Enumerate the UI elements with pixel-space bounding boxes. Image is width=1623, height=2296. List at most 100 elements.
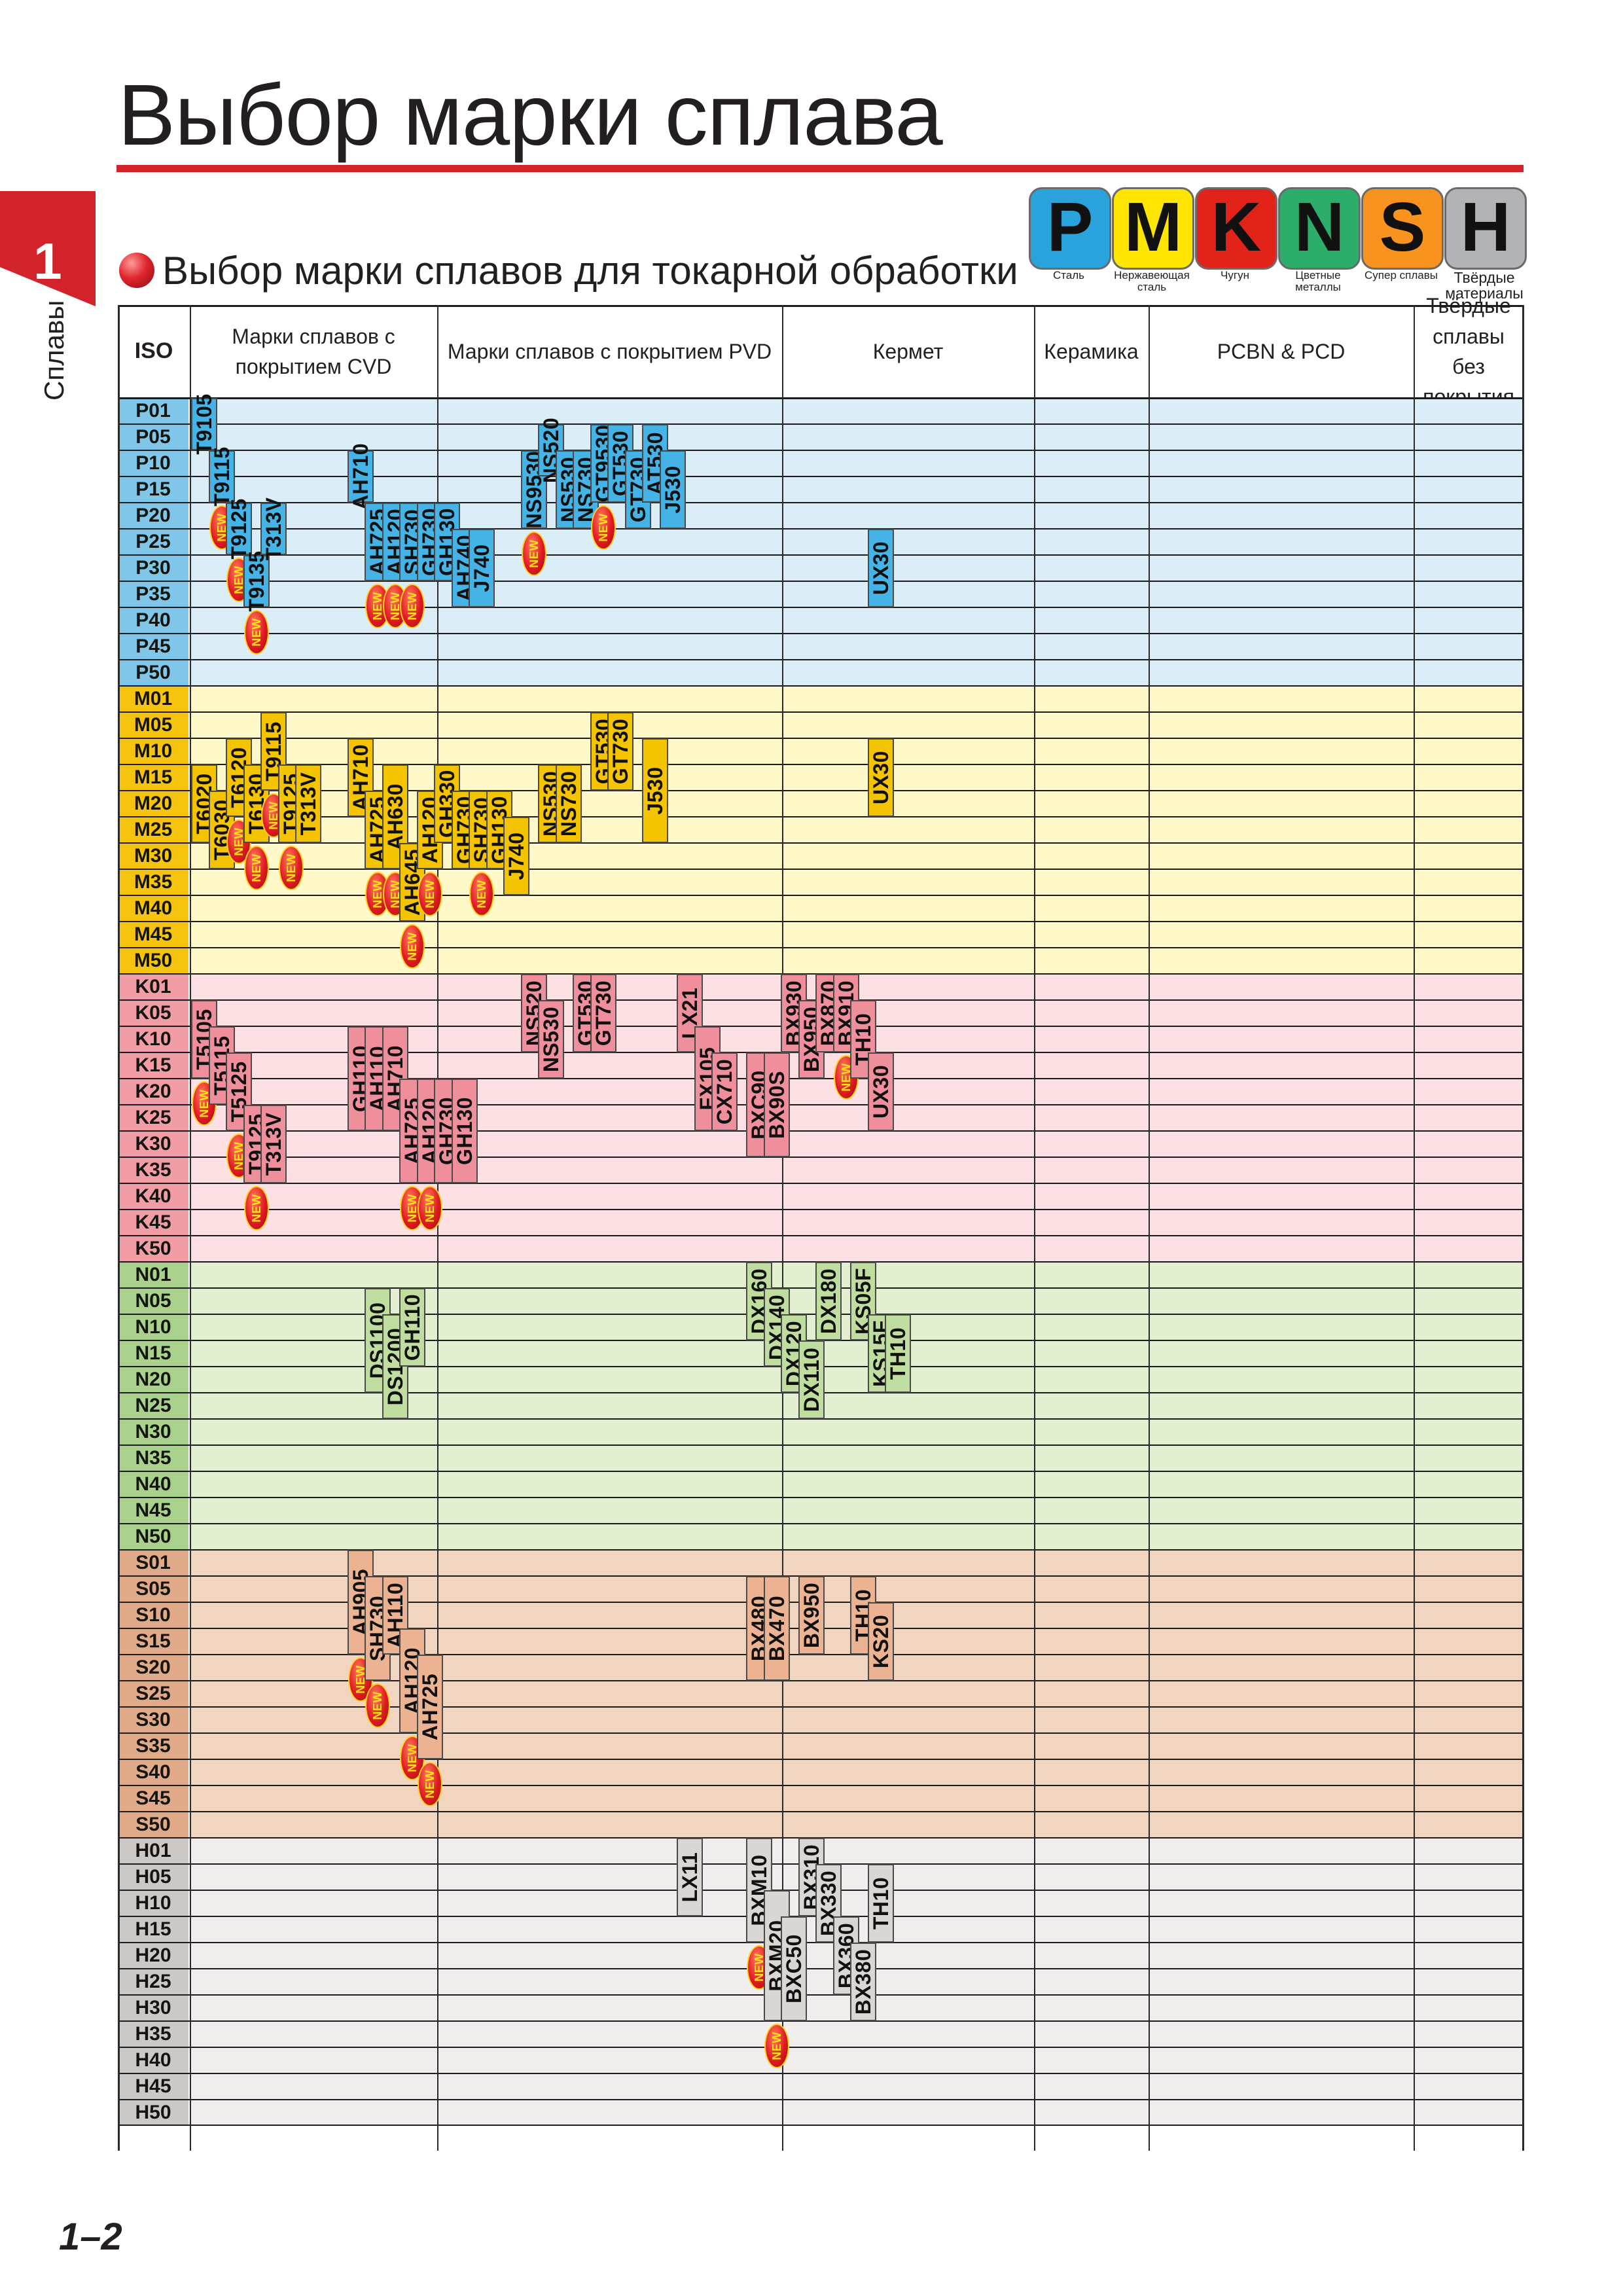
iso-code: K10: [118, 1026, 188, 1052]
row-divider: [118, 842, 1524, 844]
section-subtitle: Выбор марки сплавов для токарной обработ…: [162, 249, 1018, 293]
row-divider: [118, 1549, 1524, 1551]
grade-name: NS530: [539, 1006, 563, 1073]
iso-code: P35: [118, 581, 188, 607]
row-divider: [118, 816, 1524, 817]
grade-bar-j530: J530: [659, 450, 686, 529]
row-divider: [118, 1706, 1524, 1708]
grade-name: BX470: [764, 1595, 789, 1662]
row-divider: [118, 1183, 1524, 1184]
row-band: [190, 1471, 1524, 1498]
row-divider: [118, 1497, 1524, 1498]
row-divider: [118, 528, 1524, 529]
row-divider: [118, 502, 1524, 503]
iso-code: H30: [118, 1995, 188, 2021]
material-label: Супер сплавы: [1364, 269, 1438, 281]
iso-code: H01: [118, 1838, 188, 1864]
new-badge-label: NEW: [249, 853, 263, 882]
iso-code: P40: [118, 607, 188, 634]
row-divider: [118, 633, 1524, 634]
iso-code: H45: [118, 2073, 188, 2100]
new-badge-icon: NEW: [417, 1186, 442, 1230]
grade-bar-ks20: KS20: [867, 1602, 894, 1681]
row-divider: [118, 2020, 1524, 2022]
row-divider: [118, 1732, 1524, 1734]
iso-code: S20: [118, 1655, 188, 1681]
column-divider: [118, 305, 120, 2151]
column-header-pcbn: PCBN & PCD: [1217, 339, 1346, 363]
iso-code: N45: [118, 1498, 188, 1524]
row-band: [190, 1157, 1524, 1183]
row-divider: [118, 423, 1524, 425]
iso-code: M35: [118, 869, 188, 895]
new-badge-label: NEW: [527, 539, 541, 568]
new-badge-icon: NEW: [400, 924, 425, 969]
row-band: [190, 1759, 1524, 1785]
row-divider: [118, 1994, 1524, 1996]
grade-name: BX950: [799, 1582, 823, 1649]
row-divider: [118, 450, 1524, 451]
iso-code: K50: [118, 1236, 188, 1262]
iso-code: N05: [118, 1288, 188, 1314]
row-divider: [118, 1654, 1524, 1655]
row-divider: [118, 1157, 1524, 1158]
bullet-icon: [119, 253, 154, 288]
grade-bar-cx710: CX710: [711, 1052, 738, 1131]
material-letter: N: [1294, 188, 1345, 266]
grade-bar-t9105: T9105: [191, 393, 217, 455]
grade-bar-ux30: UX30: [867, 529, 894, 607]
grade-name: BX380: [851, 1948, 875, 2015]
grade-bar-t313v: T313V: [260, 1105, 287, 1183]
iso-code: N25: [118, 1393, 188, 1419]
grade-bar-ah630: AH630: [382, 764, 408, 869]
row-band: [190, 791, 1524, 817]
grade-bar-bx950: BX950: [798, 1576, 825, 1655]
grade-name: TH10: [886, 1327, 910, 1380]
iso-code: N10: [118, 1314, 188, 1340]
row-divider: [118, 1235, 1524, 1236]
row-band: [190, 1524, 1524, 1550]
new-badge-icon: NEW: [764, 2024, 789, 2068]
new-badge-icon: NEW: [521, 531, 546, 576]
new-badge-label: NEW: [249, 618, 263, 647]
iso-code: K20: [118, 1079, 188, 1105]
row-divider: [118, 895, 1524, 896]
column-divider: [1149, 305, 1150, 2151]
new-badge-icon: NEW: [417, 1762, 442, 1806]
material-tile-m: [1112, 187, 1194, 270]
row-band: [190, 476, 1524, 503]
grade-name: J740: [505, 832, 528, 880]
material-letter: S: [1379, 188, 1426, 266]
material-label: Чугун: [1221, 269, 1249, 281]
column-header-iso: ISO: [134, 338, 173, 364]
grade-bar-t313v: T313V: [295, 764, 321, 843]
material-tile-p: [1029, 187, 1111, 270]
iso-code: H25: [118, 1969, 188, 1995]
row-band: [190, 1498, 1524, 1524]
grade-bar-gh110: GH110: [399, 1288, 425, 1367]
row-band: [190, 712, 1524, 738]
row-divider: [118, 790, 1524, 791]
new-badge-label: NEW: [371, 592, 384, 620]
iso-code: M20: [118, 791, 188, 817]
row-divider: [118, 1811, 1524, 1812]
row-band: [190, 2047, 1524, 2073]
column-divider: [190, 305, 191, 2151]
row-divider: [118, 1680, 1524, 1681]
iso-code: P01: [118, 398, 188, 424]
material-tile-s: [1361, 187, 1444, 270]
iso-code: M40: [118, 895, 188, 922]
iso-code: K30: [118, 1131, 188, 1157]
iso-code: P15: [118, 476, 188, 503]
row-divider: [118, 1968, 1524, 1969]
iso-code: M25: [118, 817, 188, 843]
row-divider: [118, 2099, 1524, 2100]
material-tile-k: [1195, 187, 1277, 270]
row-divider: [118, 2073, 1524, 2074]
row-divider: [118, 1209, 1524, 1210]
row-band: [190, 1864, 1524, 1890]
iso-code: S01: [118, 1550, 188, 1576]
grade-bar-ah725: AH725: [416, 1655, 443, 1759]
iso-code: K25: [118, 1105, 188, 1131]
iso-code: M05: [118, 712, 188, 738]
